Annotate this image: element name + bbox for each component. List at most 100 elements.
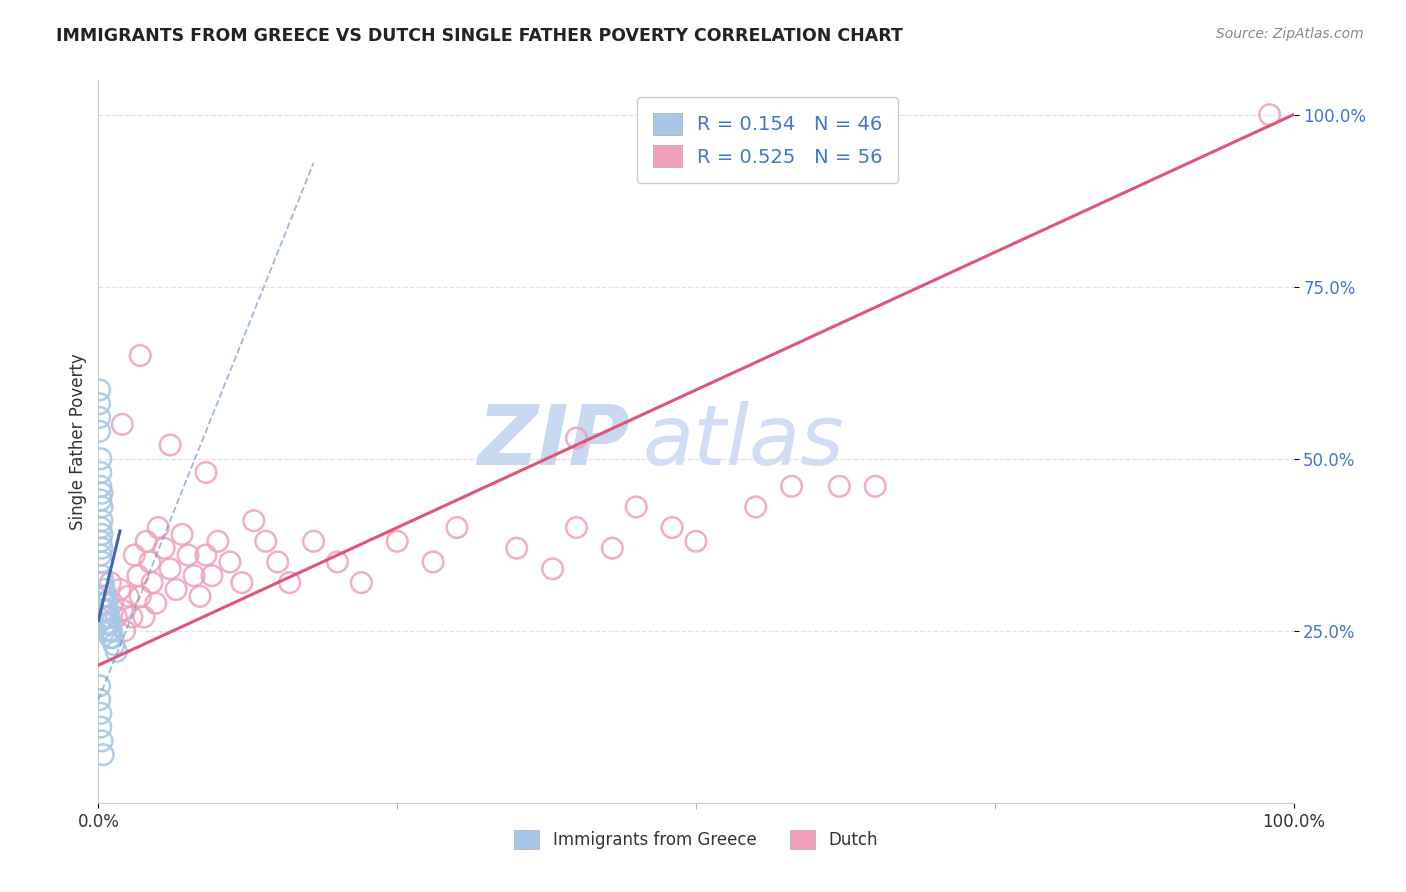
Point bbox=[565, 520, 588, 534]
Point bbox=[129, 590, 152, 604]
Point bbox=[602, 541, 624, 556]
Point bbox=[91, 603, 114, 617]
Point bbox=[94, 590, 117, 604]
Point bbox=[243, 514, 266, 528]
Point bbox=[153, 541, 176, 556]
Point bbox=[98, 631, 122, 645]
Point bbox=[207, 534, 229, 549]
Point bbox=[91, 590, 114, 604]
Point bbox=[89, 424, 111, 438]
Point bbox=[267, 555, 290, 569]
Point bbox=[177, 548, 200, 562]
Point bbox=[91, 527, 114, 541]
Point bbox=[89, 397, 111, 411]
Point bbox=[148, 520, 170, 534]
Point bbox=[91, 555, 114, 569]
Legend: Immigrants from Greece, Dutch: Immigrants from Greece, Dutch bbox=[505, 821, 887, 860]
Point bbox=[188, 590, 211, 604]
Point bbox=[94, 603, 117, 617]
Y-axis label: Single Father Poverty: Single Father Poverty bbox=[69, 353, 87, 530]
Point bbox=[201, 568, 224, 582]
Point bbox=[422, 555, 444, 569]
Point bbox=[139, 555, 162, 569]
Point bbox=[91, 568, 114, 582]
Point bbox=[90, 451, 112, 466]
Point bbox=[101, 596, 124, 610]
Text: ZIP: ZIP bbox=[478, 401, 630, 482]
Point bbox=[91, 500, 114, 514]
Point bbox=[127, 568, 149, 582]
Point bbox=[159, 562, 181, 576]
Point bbox=[129, 349, 152, 363]
Point bbox=[117, 590, 139, 604]
Point bbox=[141, 575, 163, 590]
Point bbox=[132, 610, 155, 624]
Point bbox=[350, 575, 373, 590]
Point bbox=[661, 520, 683, 534]
Point bbox=[93, 624, 115, 638]
Point bbox=[626, 500, 648, 514]
Point bbox=[145, 596, 167, 610]
Point bbox=[446, 520, 468, 534]
Point bbox=[1258, 108, 1281, 122]
Point bbox=[231, 575, 253, 590]
Point bbox=[195, 548, 218, 562]
Point bbox=[780, 479, 803, 493]
Point bbox=[114, 624, 136, 638]
Point bbox=[98, 575, 122, 590]
Point bbox=[91, 747, 114, 762]
Point bbox=[326, 555, 349, 569]
Point bbox=[90, 706, 112, 721]
Point bbox=[98, 616, 122, 631]
Point bbox=[97, 603, 120, 617]
Point bbox=[93, 596, 115, 610]
Point bbox=[219, 555, 242, 569]
Point bbox=[506, 541, 529, 556]
Point bbox=[111, 603, 134, 617]
Point bbox=[91, 514, 114, 528]
Point bbox=[90, 720, 112, 734]
Point bbox=[91, 734, 114, 748]
Point bbox=[108, 582, 131, 597]
Point bbox=[90, 466, 112, 480]
Point bbox=[91, 541, 114, 556]
Point bbox=[90, 479, 112, 493]
Point bbox=[90, 520, 112, 534]
Point bbox=[195, 466, 218, 480]
Point bbox=[101, 631, 124, 645]
Point bbox=[135, 534, 157, 549]
Point bbox=[103, 638, 125, 652]
Point bbox=[745, 500, 768, 514]
Point bbox=[278, 575, 301, 590]
Point bbox=[124, 548, 146, 562]
Text: IMMIGRANTS FROM GREECE VS DUTCH SINGLE FATHER POVERTY CORRELATION CHART: IMMIGRANTS FROM GREECE VS DUTCH SINGLE F… bbox=[56, 27, 903, 45]
Point bbox=[89, 679, 111, 693]
Point bbox=[90, 548, 112, 562]
Point bbox=[89, 692, 111, 706]
Point bbox=[90, 534, 112, 549]
Point bbox=[91, 486, 114, 500]
Point bbox=[159, 438, 181, 452]
Point bbox=[165, 582, 187, 597]
Point bbox=[828, 479, 851, 493]
Point bbox=[685, 534, 707, 549]
Text: atlas: atlas bbox=[643, 401, 844, 482]
Point bbox=[865, 479, 887, 493]
Point bbox=[385, 534, 409, 549]
Point bbox=[89, 383, 111, 397]
Text: Source: ZipAtlas.com: Source: ZipAtlas.com bbox=[1216, 27, 1364, 41]
Point bbox=[89, 410, 111, 425]
Point bbox=[302, 534, 325, 549]
Point bbox=[105, 610, 128, 624]
Point bbox=[254, 534, 277, 549]
Point bbox=[183, 568, 205, 582]
Point bbox=[541, 562, 564, 576]
Point bbox=[94, 616, 117, 631]
Point bbox=[93, 610, 115, 624]
Point bbox=[111, 417, 134, 432]
Point bbox=[121, 610, 143, 624]
Point bbox=[91, 575, 114, 590]
Point bbox=[565, 431, 588, 445]
Point bbox=[96, 596, 118, 610]
Point bbox=[98, 610, 121, 624]
